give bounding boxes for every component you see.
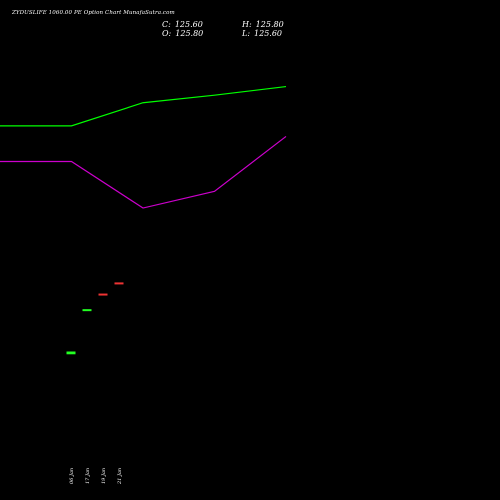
low-label: L:: [242, 29, 251, 38]
open-readout: O: 125.80: [162, 29, 203, 38]
x-tick-label: 06 Jan: [69, 468, 75, 484]
high-readout: H: 125.80: [242, 20, 284, 29]
lower-band-line: [0, 135, 287, 209]
x-tick-label: 17 Jan: [85, 468, 91, 484]
candle: [98, 293, 108, 296]
x-tick-label: 21 Jan: [117, 468, 123, 485]
high-value: 125.80: [255, 20, 284, 29]
open-label: O:: [162, 29, 172, 38]
high-label: H:: [242, 20, 252, 29]
chart-title: ZYDUSLIFE 1060.00 PE Option Chart Munafa…: [12, 10, 175, 16]
close-value: 125.60: [174, 20, 203, 29]
close-readout: C: 125.60: [162, 20, 203, 29]
candle: [82, 309, 92, 312]
low-value: 125.60: [254, 29, 283, 38]
open-value: 125.80: [175, 29, 204, 38]
upper-band-line: [0, 85, 287, 127]
candle: [114, 282, 124, 285]
low-readout: L: 125.60: [242, 29, 282, 38]
x-tick-label: 19 Jan: [101, 468, 107, 484]
candle: [66, 351, 76, 355]
close-label: C:: [162, 20, 171, 29]
